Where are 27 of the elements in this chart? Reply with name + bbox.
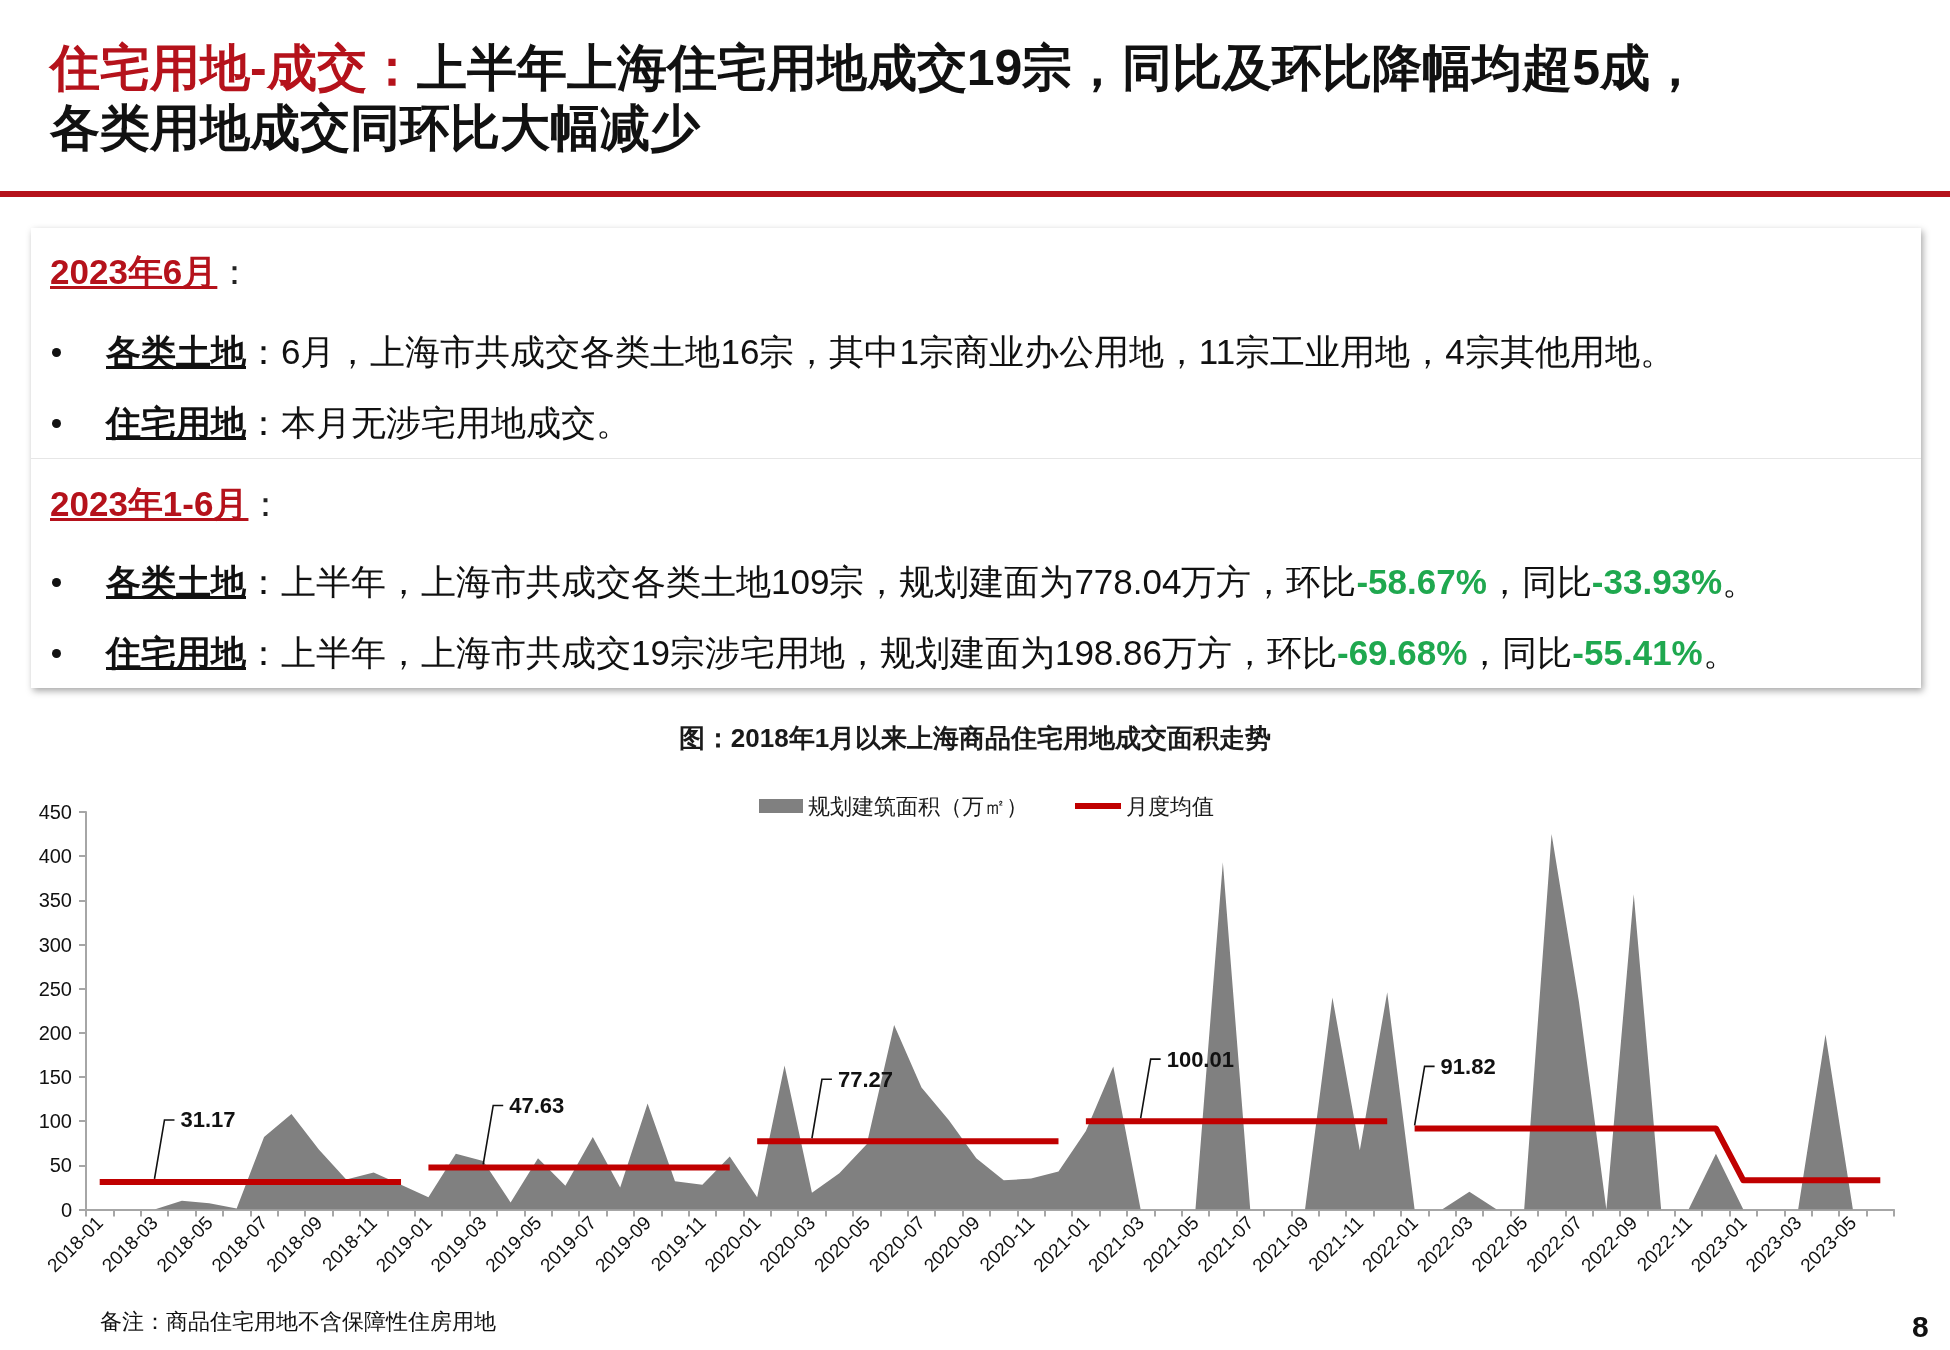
annotation: 100.01: [1166, 1046, 1234, 1072]
text: 备注：商品住宅用地不含保障性住房用地: [100, 1308, 496, 1336]
y-tick-label: 200: [38, 1021, 72, 1044]
annotation: 31.17: [180, 1107, 236, 1133]
legend-label: 规划建筑面积（万㎡）: [808, 793, 1028, 819]
y-tick-label: 250: [38, 977, 72, 1000]
y-tick-label: 400: [38, 845, 72, 868]
text: 住宅用地：本月无涉宅用地成交。: [106, 403, 631, 442]
text: 住宅用地：上半年，上海市共成交19宗涉宅用地，规划建面为198.86万方，环比-69.68%，同比-55.41%。: [106, 633, 1738, 672]
y-tick-label: 450: [38, 801, 72, 823]
text: 各类土地：上半年，上海市共成交各类土地109宗，规划建面为778.04万方，环比-58.67%，同比-33.93%。: [106, 562, 1758, 601]
text: 2023年6月：: [50, 252, 253, 291]
y-tick-label: 350: [38, 889, 72, 912]
legend-label: 月度均值: [1126, 793, 1214, 819]
annotation: 47.63: [509, 1092, 565, 1118]
y-tick-label: 150: [38, 1066, 72, 1088]
text: 各类土地：6月，上海市共成交各类土地16宗，其中1宗商业办公用地，11宗工业用地，4宗其他用地。: [106, 332, 1675, 371]
y-tick-label: 300: [38, 933, 72, 956]
text: 2023年1-6月：: [50, 484, 284, 523]
y-tick-label: 50: [49, 1154, 72, 1177]
chart-subtitle: 图：2018年1月以来上海商品住宅用地成交面积走势: [678, 723, 1272, 753]
y-tick-label: 0: [60, 1198, 72, 1221]
annotation: 91.82: [1440, 1053, 1496, 1079]
chart-title: 住宅用地-成交：上半年上海住宅用地成交19宗，同比及环比降幅均超5成，各类用地成交同环比大幅减少: [50, 40, 1701, 156]
text: 8: [1912, 1310, 1929, 1344]
annotation: 77.27: [837, 1066, 893, 1092]
y-tick-label: 100: [38, 1110, 72, 1133]
